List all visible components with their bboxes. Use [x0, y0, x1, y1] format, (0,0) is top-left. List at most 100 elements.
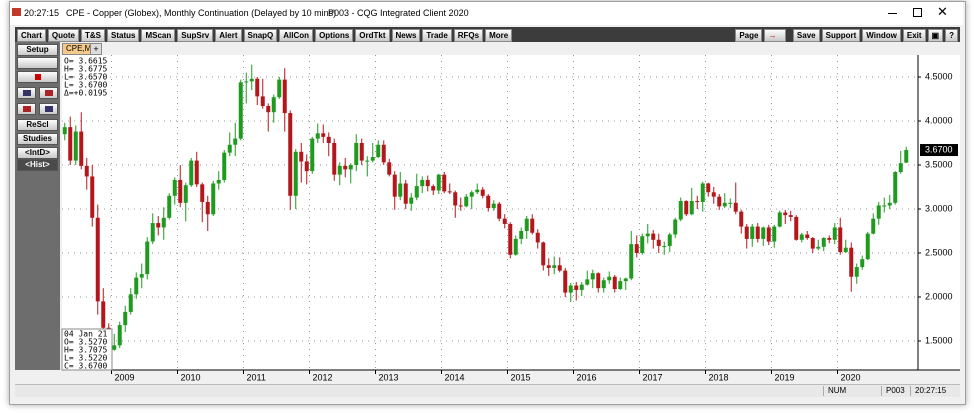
x-tick-label: 2012: [313, 372, 333, 382]
last-price-label: 3.6700: [925, 144, 953, 154]
candle-body: [574, 285, 579, 290]
menu-button[interactable]: Trade: [422, 29, 452, 42]
menu-button[interactable]: AllCon: [279, 29, 314, 42]
candle-body: [728, 202, 733, 204]
menu-button[interactable]: RFQs: [453, 29, 484, 42]
icon-button[interactable]: ▣: [927, 29, 944, 42]
setup-button[interactable]: Setup: [17, 44, 58, 56]
rescale-button[interactable]: ReScl: [17, 119, 58, 131]
candle-body: [370, 157, 375, 161]
candle-body: [95, 217, 100, 302]
info-line: Δ=+0.0195: [64, 89, 108, 98]
add-tab-button[interactable]: +: [90, 43, 102, 55]
candle-body: [216, 179, 221, 184]
candle-body: [711, 192, 716, 197]
candle-body: [700, 183, 705, 202]
candle-body: [62, 127, 67, 135]
candle-body: [409, 197, 414, 204]
candle-body: [821, 238, 826, 247]
link-button[interactable]: →: [764, 29, 787, 42]
menu-button[interactable]: OrdTkt: [355, 29, 390, 42]
candle-body: [497, 203, 502, 219]
info-line: O= 3.6615: [64, 57, 108, 66]
info-line: H= 3.7075: [64, 346, 108, 355]
app-name: P003 - CQG Integrated Client 2020: [328, 8, 469, 18]
candle-body: [596, 273, 601, 289]
candle-body: [673, 219, 678, 235]
candle-body: [717, 196, 722, 207]
x-tick-label: 2020: [841, 372, 861, 382]
icon-button[interactable]: [39, 87, 58, 99]
clock: 20:27:15: [24, 8, 60, 18]
x-tick-label: 2017: [643, 372, 663, 382]
maximize-button[interactable]: [913, 8, 922, 17]
candle-body: [134, 277, 139, 295]
menu-button[interactable]: Alert: [215, 29, 242, 42]
candle-body: [816, 246, 821, 249]
candle-body: [799, 234, 804, 240]
candle-body: [508, 223, 513, 255]
candle-body: [84, 165, 89, 177]
menu-button[interactable]: SnapQ: [243, 29, 278, 42]
info-line: O= 3.5270: [64, 338, 108, 347]
candle-body: [161, 217, 166, 228]
candle-body: [623, 278, 628, 282]
candle-body: [332, 142, 337, 175]
candle-body: [777, 212, 782, 227]
menu-button[interactable]: MScan: [141, 29, 176, 42]
candle-body: [810, 238, 815, 249]
candle-body: [475, 189, 480, 193]
candle-body: [392, 174, 397, 197]
close-button[interactable]: ✕: [937, 4, 948, 19]
menu-button[interactable]: SupSrv: [177, 29, 214, 42]
candle-body: [491, 203, 496, 209]
icon-button[interactable]: [17, 87, 36, 99]
num-lock: NUM: [823, 386, 846, 396]
candle-body: [376, 144, 381, 158]
window-title: CPE - Copper (Globex), Monthly Continuat…: [66, 8, 337, 18]
intraday-button[interactable]: <IntD>: [17, 147, 58, 159]
menu-button[interactable]: Exit: [902, 29, 926, 42]
candle-body: [73, 131, 78, 161]
info-line: L= 3.6570: [64, 73, 108, 82]
candle-body: [425, 179, 430, 187]
menu-button[interactable]: Options: [315, 29, 354, 42]
candle-body: [453, 192, 458, 206]
history-button[interactable]: <Hist>: [17, 159, 58, 171]
candle-body: [310, 138, 315, 172]
minimize-button[interactable]: [888, 13, 897, 14]
candle-body: [233, 138, 238, 145]
menu-button[interactable]: Support: [821, 29, 861, 42]
candle-body: [150, 223, 155, 242]
menu-button[interactable]: Page: [735, 29, 763, 42]
candle-body: [299, 151, 304, 162]
candle-body: [535, 232, 540, 243]
x-tick-label: 2010: [181, 372, 201, 382]
menu-button[interactable]: Quote: [47, 29, 79, 42]
print-button[interactable]: [17, 57, 58, 69]
tool-button[interactable]: [17, 71, 58, 83]
y-tick-label: 3.0000: [925, 203, 953, 213]
menu-button[interactable]: Status: [107, 29, 140, 42]
studies-button[interactable]: Studies: [17, 133, 58, 145]
menu-button[interactable]: Save: [792, 29, 820, 42]
candle-body: [519, 230, 524, 239]
last-price-box: [920, 144, 958, 157]
menu-button[interactable]: Chart: [17, 29, 46, 42]
menu-button[interactable]: More: [485, 29, 513, 42]
icon-button[interactable]: [39, 103, 58, 115]
candle-body: [365, 160, 370, 162]
status-bar: NUM P003 20:27:15: [15, 384, 960, 397]
x-tick-label: 2011: [247, 372, 266, 382]
menu-button[interactable]: T&S: [81, 29, 105, 42]
menu-left: Chart Quote T&S Status MScan SupSrv Alert SnapQ…: [15, 27, 513, 45]
candle-body: [414, 186, 419, 198]
candle-body: [805, 234, 810, 239]
menu-button[interactable]: Window: [862, 29, 901, 42]
icon-button[interactable]: [17, 103, 36, 115]
candle-body: [337, 165, 342, 175]
icon-button[interactable]: ?: [945, 29, 958, 42]
candle-body: [458, 205, 463, 207]
menu-button[interactable]: News: [391, 29, 421, 42]
